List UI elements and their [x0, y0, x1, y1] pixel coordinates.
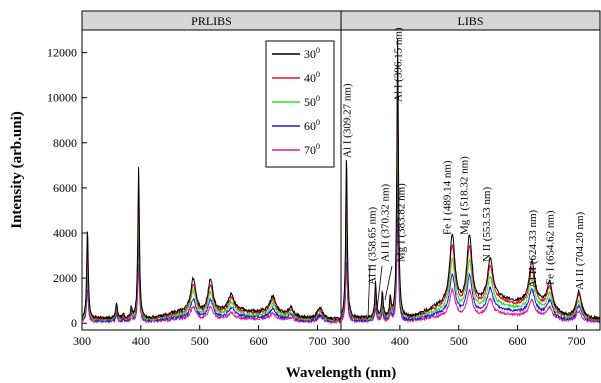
legend-entry: 500 [304, 94, 320, 109]
y-tick-label: 12000 [47, 46, 77, 60]
legend-label: 50 [304, 95, 316, 109]
y-tick-label: 2000 [53, 271, 77, 285]
peak-label: Al II (624.33 nm) [527, 209, 539, 288]
peak-label: Al II (704.20 nm) [574, 211, 586, 290]
x-tick-label: 500 [450, 334, 468, 348]
series-line-60-libs [341, 168, 601, 324]
legend-degree-sup: 0 [316, 142, 320, 151]
y-tick-label: 6000 [53, 181, 77, 195]
series-line-70-libs [341, 216, 601, 324]
series-line-30-prlibs [82, 166, 341, 322]
peak-label: Fe I (489.14 nm) [441, 160, 453, 235]
x-tick-label: 600 [509, 334, 527, 348]
x-tick-label: 300 [73, 334, 91, 348]
peak-label: Fe I (654.62 nm) [545, 210, 557, 285]
legend-degree-sup: 0 [316, 118, 320, 127]
series-lines [82, 38, 601, 325]
legend-degree-sup: 0 [316, 70, 320, 79]
annotation-leader [384, 265, 393, 301]
y-tick-label: 0 [71, 316, 77, 330]
x-tick-label: 600 [250, 334, 268, 348]
y-tick-label: 8000 [53, 136, 77, 150]
y-tick-label: 4000 [53, 226, 77, 240]
legend-box [265, 40, 335, 168]
peak-label: Al II (370.32 nm) [379, 183, 391, 262]
x-axis-label: Wavelength (nm) [286, 365, 396, 381]
peak-label: N II (553.53 nm) [481, 187, 493, 262]
legend-label: 70 [304, 143, 316, 157]
series-line-30-libs [341, 38, 601, 320]
annotation-leader [376, 265, 383, 311]
x-tick-label: 400 [391, 334, 409, 348]
x-tick-label: 700 [567, 334, 585, 348]
legend-label: 60 [304, 119, 316, 133]
panel-title: LIBS [457, 14, 483, 28]
x-tick-label: 700 [308, 334, 326, 348]
peak-annotations: Al I (309.27 nm)Al II (358.65 nm) Al II (… [342, 27, 586, 319]
legend-degree-sup: 0 [316, 94, 320, 103]
legend-label: 30 [304, 47, 316, 61]
series-line-40-prlibs [82, 187, 342, 323]
plot-frame [340, 29, 601, 331]
legend-entry: 700 [304, 142, 320, 157]
chart-frames: PRLIBS LIBS [81, 10, 601, 31]
panel-title: PRLIBS [191, 14, 232, 28]
y-tick-label: 10000 [47, 91, 77, 105]
peak-label: Mg I (383.82 nm) [395, 183, 407, 262]
peak-label: Mg I (518.32 nm) [459, 156, 471, 235]
series-line-60-prlibs [82, 237, 341, 324]
series-line-50-libs [341, 120, 601, 323]
annotation-leader [367, 265, 371, 319]
peak-label: Al I (309.27 nm) [342, 83, 354, 158]
peak-label: Al I (396.15 nm) [393, 27, 405, 102]
legend-label: 40 [304, 71, 316, 85]
peak-label: Al II (358.65 nm) [367, 206, 379, 285]
legend-entry: 400 [304, 70, 320, 85]
legend-entry: 300 [304, 46, 320, 61]
x-tick-label: 400 [132, 334, 150, 348]
x-tick-label: 500 [191, 334, 209, 348]
series-line-50-prlibs [82, 212, 342, 323]
x-tick-label: 300 [332, 334, 350, 348]
legend-degree-sup: 0 [316, 46, 320, 55]
y-axis-label: Intensity (arb.uni) [9, 111, 25, 229]
legend-entry: 600 [304, 118, 320, 133]
